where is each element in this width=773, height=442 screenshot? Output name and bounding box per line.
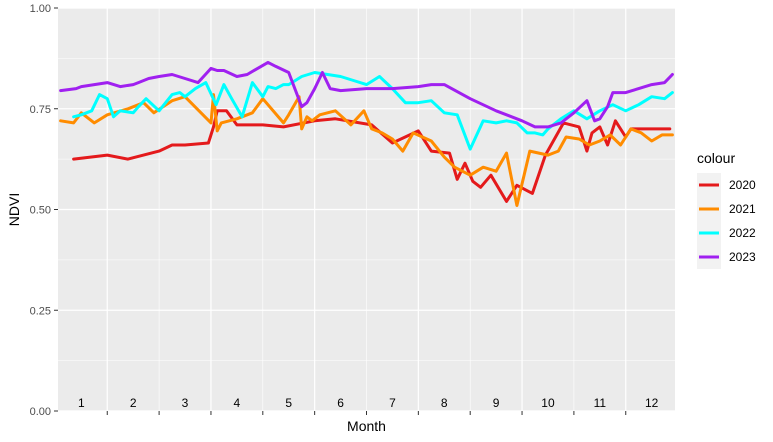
legend-label-2021: 2021 xyxy=(729,202,756,216)
y-axis: 0.00 0.25 0.50 0.75 1.00 xyxy=(30,3,58,418)
x-axis xyxy=(106,411,627,415)
series-line-2023 xyxy=(59,60,674,129)
month-label: 5 xyxy=(285,396,292,410)
series-line-2021 xyxy=(59,93,674,207)
month-label: 3 xyxy=(182,396,189,410)
y-tick-label: 0.00 xyxy=(30,406,51,418)
y-axis-title: NDVI xyxy=(6,193,22,226)
legend-label-2020: 2020 xyxy=(729,178,756,192)
month-label: 2 xyxy=(130,396,137,410)
month-label: 8 xyxy=(441,396,448,410)
month-label: 1 xyxy=(78,396,85,410)
month-label: 11 xyxy=(594,396,607,410)
series-line-2022 xyxy=(72,71,674,151)
x-axis-title: Month xyxy=(347,418,386,434)
legend-items: 2020 2021 2022 2023 xyxy=(697,173,756,269)
y-tick-label: 0.50 xyxy=(30,205,51,217)
legend-label-2023: 2023 xyxy=(729,250,756,264)
series-lines xyxy=(59,60,674,207)
month-label: 4 xyxy=(234,396,241,410)
month-label: 9 xyxy=(493,396,500,410)
month-label: 7 xyxy=(389,396,396,410)
month-labels: 1 2 3 4 5 6 7 8 9 10 11 12 xyxy=(78,396,659,410)
legend-label-2022: 2022 xyxy=(729,226,756,240)
legend: colour 2020 2021 2022 2023 xyxy=(697,150,756,269)
month-label: 12 xyxy=(645,396,659,410)
y-tick-label: 0.75 xyxy=(30,104,51,116)
y-tick-label: 1.00 xyxy=(30,3,51,15)
series-line-2020 xyxy=(72,109,672,203)
legend-title: colour xyxy=(697,150,735,166)
month-label: 10 xyxy=(541,396,555,410)
month-label: 6 xyxy=(337,396,344,410)
y-tick-label: 0.25 xyxy=(30,305,51,317)
